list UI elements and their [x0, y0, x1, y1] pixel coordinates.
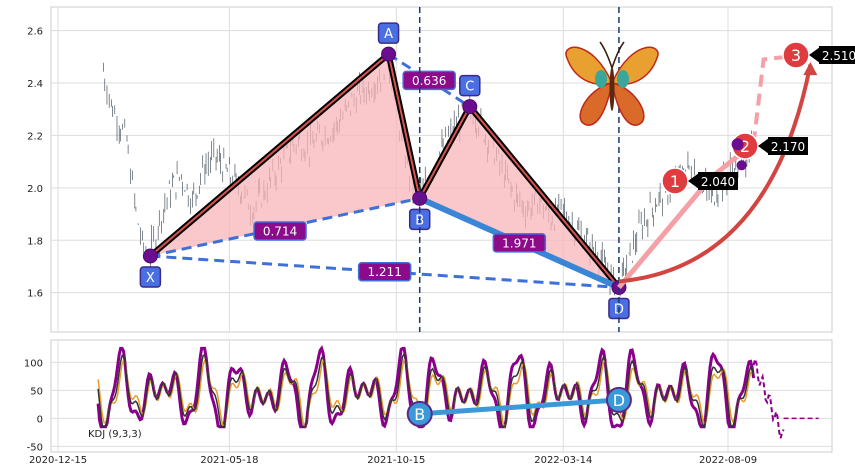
butterfly-wing	[579, 82, 613, 126]
ratio-label-box	[357, 261, 412, 282]
price-y-tick-label: 1.8	[27, 236, 43, 247]
leg-accent-ab	[387, 53, 421, 199]
ratio-label-box	[492, 233, 547, 253]
point-label-text: C	[465, 80, 474, 95]
pattern-point-a	[381, 46, 397, 62]
triangle-bcd	[419, 106, 619, 288]
pattern-point-c	[462, 99, 478, 115]
kdj-marker-label: B	[414, 405, 425, 424]
target-pointer	[809, 47, 820, 63]
target-dot	[731, 138, 744, 151]
kdj-y-tick-labels: -50 0 50 100	[24, 358, 43, 453]
target-value: 2.170	[771, 140, 805, 154]
ratio-line-xd	[150, 254, 620, 289]
x-tick-label: 2022-08-09	[699, 455, 757, 466]
target-pointer	[688, 173, 699, 189]
triangle-xab	[150, 54, 420, 256]
kdj-marker-label: D	[613, 391, 625, 410]
target-value: 2.510	[822, 49, 855, 63]
leg-accent-cd	[469, 105, 620, 289]
price-y-tick-label: 2.4	[27, 79, 43, 90]
ratio-label: 1.971	[492, 233, 547, 253]
target-value-box	[698, 172, 738, 190]
kdj-y-tick-label: -50	[27, 442, 43, 453]
target-value-box	[768, 137, 808, 155]
kdj-y-tick-label: 0	[37, 414, 43, 425]
target-value-box	[819, 46, 855, 64]
kdj-bd-line	[419, 397, 620, 417]
kdj-y-tick-label: 50	[30, 386, 43, 397]
butterfly-body	[609, 67, 615, 111]
x-tick-label: 2021-10-15	[367, 455, 425, 466]
ratio-label: 0.714	[253, 221, 307, 241]
point-label-box	[377, 22, 400, 44]
price-y-tick-label: 1.6	[27, 289, 43, 300]
target-number: 1	[670, 172, 680, 191]
ratio-label-text: 1.971	[502, 236, 536, 250]
point-label-text: A	[384, 27, 393, 42]
target-number: 2	[740, 137, 750, 156]
point-label-box	[139, 266, 162, 288]
x-tick-label: 2021-05-18	[200, 455, 258, 466]
butterfly-logo	[565, 41, 659, 126]
kdj-markers: BD	[406, 386, 632, 427]
kdj-projection	[752, 355, 785, 439]
point-label-text: X	[146, 271, 155, 286]
x-tick-label: 2022-03-14	[534, 455, 592, 466]
projection-arrow-head	[803, 62, 818, 76]
ratio-label: 0.636	[402, 70, 456, 91]
ratio-label-box	[253, 221, 307, 241]
price-y-tick-label: 2.6	[27, 27, 43, 38]
x-tick-labels: 2020-12-15 2021-05-18 2021-10-15 2022-03-14…	[29, 455, 757, 466]
price-y-tick-labels: 1.6 1.8 2.0 2.2 2.4 2.6	[27, 27, 43, 300]
projection-arrow	[618, 64, 813, 284]
price-targets: 1 2.040 2 2.170 3 2.510	[617, 41, 855, 290]
butterfly-spot	[595, 70, 607, 88]
butterfly-spot	[617, 70, 629, 88]
kdj-y-tick-label: 100	[24, 358, 43, 369]
price-y-tick-label: 2.2	[27, 131, 43, 142]
butterfly-antennae	[599, 41, 625, 69]
target-value: 2.040	[701, 175, 735, 189]
ratio-label-box	[402, 70, 456, 91]
pattern-point-label: A	[377, 22, 400, 44]
ratio-label: 1.211	[357, 261, 412, 282]
price-panel: 1.6 1.8 2.0 2.2 2.4 2.6 0.636 0.714 1.211 1.971 X…	[27, 6, 855, 452]
leg-accent-bc	[418, 106, 471, 199]
ratio-label-text: 0.714	[263, 225, 297, 239]
target-pointer	[758, 138, 769, 154]
point-label-box	[459, 74, 481, 97]
target-number: 3	[791, 46, 801, 65]
price-y-tick-label: 2.0	[27, 184, 43, 195]
kdj-marker-b	[406, 400, 433, 427]
butterfly-wing	[611, 82, 645, 126]
leg-accent-xa	[149, 53, 390, 257]
ratio-label-text: 1.211	[367, 265, 401, 279]
pattern-point-label: X	[139, 266, 162, 288]
pattern-point-x	[142, 248, 158, 264]
x-tick-label: 2020-12-15	[29, 455, 87, 466]
ratio-label-text: 0.636	[412, 74, 446, 88]
target-dot	[736, 160, 747, 171]
pattern-point-label: C	[459, 74, 481, 97]
kdj-marker-d	[605, 386, 632, 413]
kdj-indicator-label: KDJ (9,3,3)	[88, 429, 142, 440]
